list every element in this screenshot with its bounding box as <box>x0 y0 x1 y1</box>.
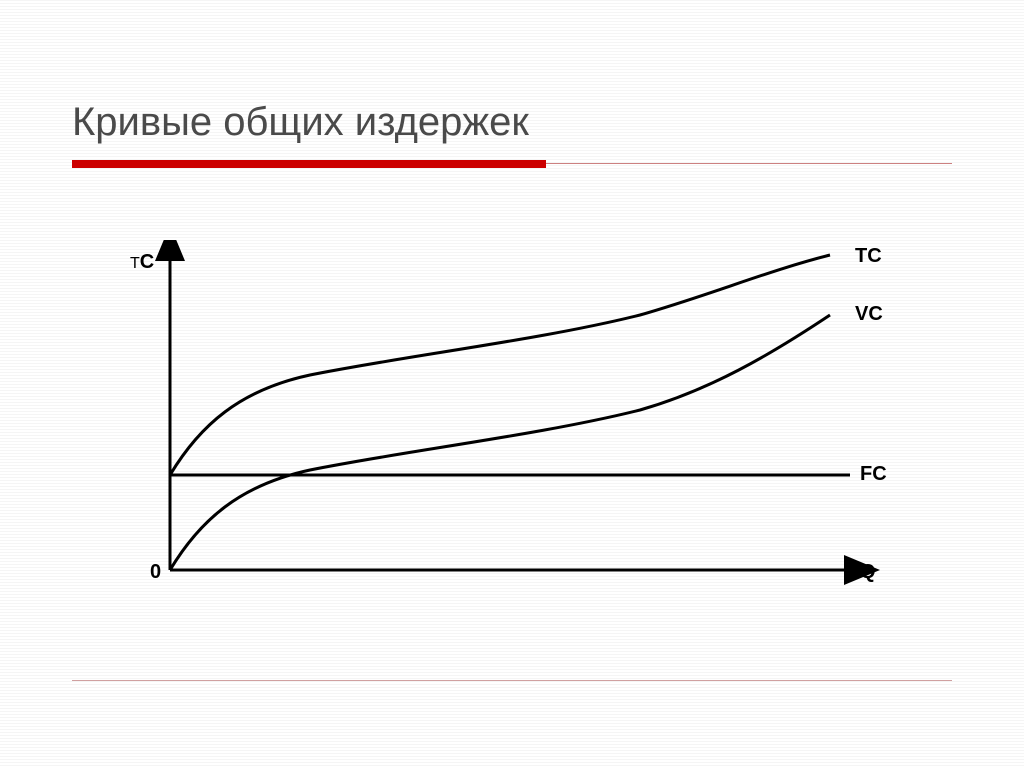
title-underline <box>72 160 952 170</box>
vc-curve <box>170 315 830 570</box>
x-axis-label: Q <box>860 561 876 583</box>
vc-label: VC <box>855 303 883 325</box>
origin-label: 0 <box>150 561 161 583</box>
fc-label: FC <box>860 463 887 485</box>
chart-svg: TC 0 Q FC VC TC <box>110 240 890 620</box>
slide: Кривые общих издержек TC 0 Q <box>0 0 1024 768</box>
cost-curves-chart: TC 0 Q FC VC TC <box>110 240 890 620</box>
underline-thick <box>72 160 546 168</box>
tc-curve <box>170 255 830 475</box>
bottom-rule <box>72 680 952 681</box>
y-axis-label: TC <box>130 251 154 273</box>
slide-title: Кривые общих издержек <box>72 100 529 145</box>
tc-label: TC <box>855 245 882 267</box>
underline-thin <box>546 163 952 164</box>
